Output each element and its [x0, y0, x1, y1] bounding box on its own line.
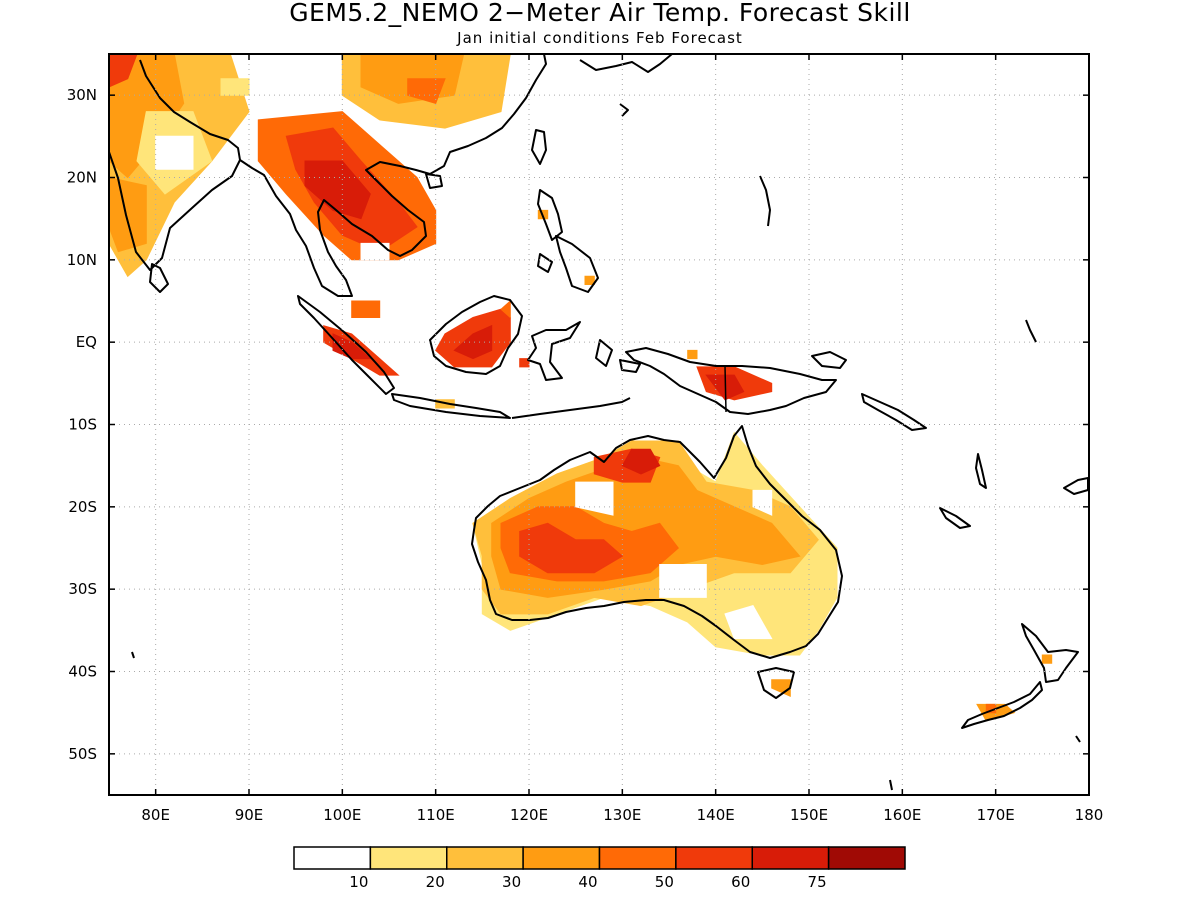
skill-patch	[575, 481, 614, 516]
colorbar-swatch	[751, 846, 830, 870]
skill-patch	[500, 299, 511, 319]
lat-tick-label: 40S	[68, 663, 97, 681]
colorbar-swatch	[369, 846, 448, 870]
skill-patch	[1041, 654, 1053, 664]
skill-patch	[220, 78, 250, 96]
lon-tick-label: 140E	[697, 806, 735, 824]
skill-patch	[109, 54, 138, 88]
colorbar-swatch	[522, 846, 601, 870]
map-title: GEM5.2_NEMO 2−Meter Air Temp. Forecast S…	[289, 0, 911, 27]
colorbar-label: 40	[578, 873, 597, 891]
colorbar-swatch	[446, 846, 524, 870]
skill-patch	[332, 333, 372, 360]
skill-patch	[687, 349, 698, 360]
skill-patch	[659, 564, 707, 598]
colorbar-swatch	[675, 846, 753, 870]
map-subtitle: Jan initial conditions Feb Forecast	[457, 29, 743, 47]
skill-patch	[752, 489, 773, 516]
colorbar-label: 60	[731, 873, 750, 891]
colorbar-label: 20	[426, 873, 445, 891]
lat-tick-label: EQ	[76, 333, 97, 351]
skill-patch	[155, 135, 194, 170]
lon-tick-label: 150E	[790, 806, 828, 824]
lon-tick-label: 170E	[977, 806, 1015, 824]
colorbar-swatch	[827, 846, 906, 870]
colorbar-label: 30	[502, 873, 521, 891]
lat-tick-label: 20S	[68, 498, 97, 516]
skill-patch	[519, 358, 530, 368]
skill-patch	[453, 324, 493, 360]
lon-tick-label: 180	[1075, 806, 1104, 824]
skill-patch	[621, 448, 661, 475]
lon-tick-label: 120E	[510, 806, 548, 824]
skill-patch	[360, 242, 390, 261]
skill-patch	[724, 605, 773, 640]
skill-patch	[351, 300, 381, 318]
lon-tick-label: 130E	[603, 806, 641, 824]
lon-tick-label: 110E	[417, 806, 455, 824]
colorbar-label: 10	[349, 873, 368, 891]
lon-tick-label: 100E	[323, 806, 361, 824]
skill-shading	[109, 54, 1053, 722]
colorbar-swatch	[293, 846, 372, 870]
lat-tick-label: 50S	[68, 745, 97, 763]
skill-patch	[304, 160, 371, 220]
axis-ticks: 30N 20N 10N EQ 10S 20S 30S 40S 50S 80E 90E 100E 110E…	[67, 54, 1104, 824]
lat-tick-label: 30S	[68, 580, 97, 598]
colorbar-label: 50	[655, 873, 674, 891]
lat-tick-label: 10S	[68, 416, 97, 434]
lon-tick-label: 80E	[141, 806, 170, 824]
lon-tick-label: 90E	[235, 806, 264, 824]
coastlines	[109, 54, 1089, 791]
lat-lon-grid	[109, 54, 1089, 795]
lat-tick-label: 10N	[67, 251, 97, 269]
colorbar: 10 20 30 40 50 60 75	[293, 846, 906, 891]
colorbar-label: 75	[808, 873, 827, 891]
skill-patch	[109, 176, 147, 253]
lat-tick-label: 30N	[67, 86, 97, 104]
skill-patch	[519, 522, 624, 574]
lat-tick-label: 20N	[67, 169, 97, 187]
colorbar-swatch	[598, 846, 677, 870]
skill-patch	[584, 275, 595, 285]
lon-tick-label: 160E	[883, 806, 921, 824]
